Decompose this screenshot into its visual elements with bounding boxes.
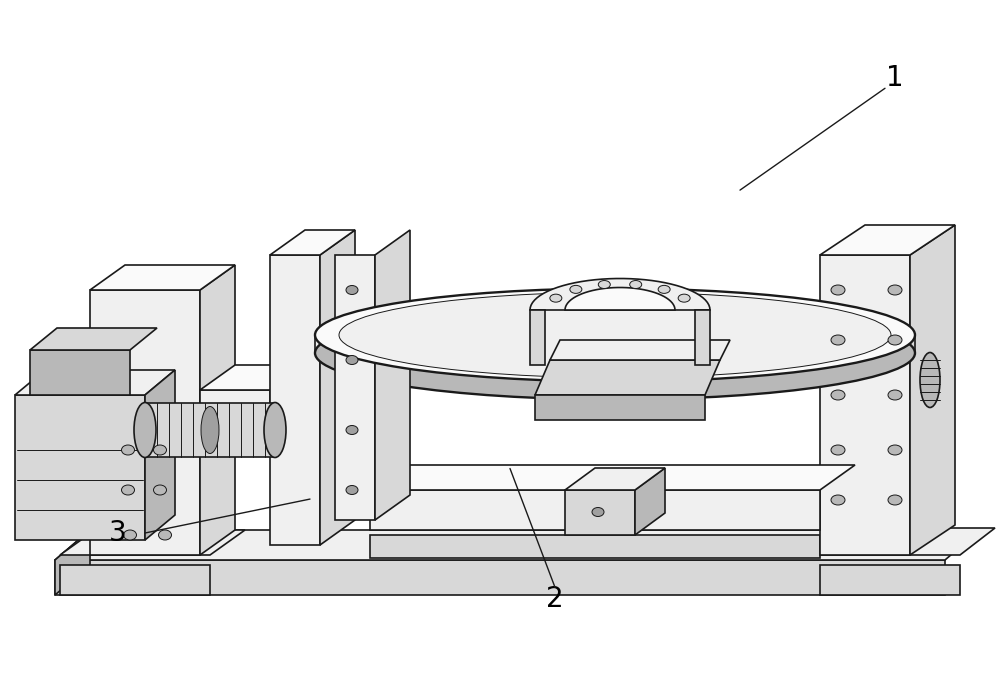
Text: 1: 1	[886, 64, 904, 92]
Ellipse shape	[888, 390, 902, 400]
Polygon shape	[550, 340, 730, 360]
Polygon shape	[820, 565, 960, 595]
Ellipse shape	[122, 485, 134, 495]
Polygon shape	[370, 490, 820, 530]
Ellipse shape	[264, 403, 286, 458]
Polygon shape	[270, 230, 355, 255]
Polygon shape	[565, 490, 635, 535]
Ellipse shape	[592, 507, 604, 517]
Polygon shape	[565, 287, 675, 310]
Ellipse shape	[201, 407, 219, 454]
Polygon shape	[145, 403, 275, 457]
Polygon shape	[90, 265, 235, 290]
Polygon shape	[200, 390, 270, 430]
Polygon shape	[695, 310, 710, 365]
Ellipse shape	[122, 445, 134, 455]
Ellipse shape	[570, 285, 582, 293]
Polygon shape	[200, 265, 235, 555]
Ellipse shape	[678, 294, 690, 302]
Polygon shape	[55, 530, 980, 560]
Polygon shape	[910, 225, 955, 555]
Polygon shape	[820, 255, 910, 555]
Ellipse shape	[920, 352, 940, 407]
Ellipse shape	[598, 280, 610, 289]
Polygon shape	[270, 255, 320, 545]
Ellipse shape	[346, 426, 358, 435]
Ellipse shape	[346, 356, 358, 365]
Ellipse shape	[831, 285, 845, 295]
Ellipse shape	[630, 280, 642, 289]
Ellipse shape	[124, 530, 136, 540]
Polygon shape	[530, 278, 710, 310]
Polygon shape	[15, 395, 145, 540]
Polygon shape	[530, 310, 545, 365]
Polygon shape	[145, 370, 175, 540]
Polygon shape	[55, 560, 945, 595]
Polygon shape	[30, 328, 157, 350]
Ellipse shape	[315, 289, 915, 382]
Ellipse shape	[346, 485, 358, 494]
Ellipse shape	[888, 285, 902, 295]
Ellipse shape	[888, 495, 902, 505]
Polygon shape	[60, 530, 245, 555]
Polygon shape	[15, 370, 175, 395]
Polygon shape	[565, 468, 665, 490]
Ellipse shape	[158, 530, 172, 540]
Ellipse shape	[346, 285, 358, 295]
Polygon shape	[820, 225, 955, 255]
Polygon shape	[320, 230, 355, 545]
Polygon shape	[55, 530, 90, 595]
Ellipse shape	[134, 403, 156, 458]
Polygon shape	[60, 565, 210, 595]
Ellipse shape	[888, 445, 902, 455]
Polygon shape	[535, 395, 705, 420]
Polygon shape	[535, 360, 720, 395]
Ellipse shape	[658, 285, 670, 293]
Ellipse shape	[831, 495, 845, 505]
Ellipse shape	[888, 335, 902, 345]
Polygon shape	[30, 350, 130, 395]
Polygon shape	[820, 528, 995, 555]
Ellipse shape	[831, 445, 845, 455]
Polygon shape	[370, 535, 820, 558]
Ellipse shape	[550, 294, 562, 302]
Polygon shape	[370, 465, 855, 490]
Ellipse shape	[315, 306, 915, 399]
Ellipse shape	[831, 390, 845, 400]
Ellipse shape	[831, 335, 845, 345]
Ellipse shape	[154, 485, 166, 495]
Polygon shape	[335, 255, 375, 520]
Polygon shape	[90, 290, 200, 555]
Polygon shape	[375, 230, 410, 520]
Ellipse shape	[154, 445, 166, 455]
Text: 3: 3	[109, 519, 127, 547]
Polygon shape	[200, 365, 305, 390]
Ellipse shape	[339, 292, 891, 378]
Text: 2: 2	[546, 585, 564, 613]
Polygon shape	[635, 468, 665, 535]
